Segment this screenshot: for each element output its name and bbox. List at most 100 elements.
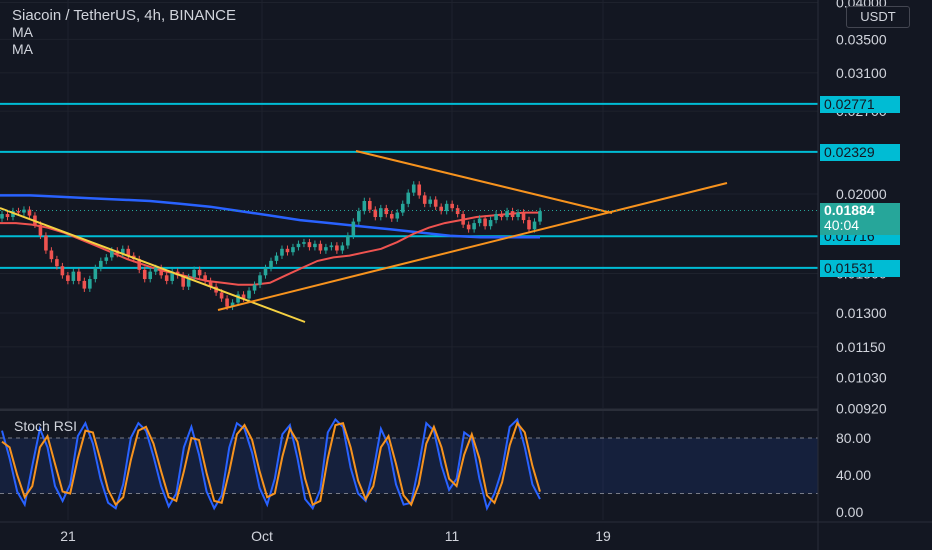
candle-body [258, 275, 262, 285]
candle-body [395, 212, 400, 219]
candle-body [153, 267, 158, 272]
candle-body [16, 211, 21, 213]
candle-body [44, 235, 48, 251]
candle-body [236, 294, 240, 303]
indicator-ma-2[interactable]: MA [12, 41, 33, 57]
candle-body [55, 259, 59, 267]
candle-body [142, 269, 147, 280]
candle-body [318, 243, 323, 251]
ma-slow-line [0, 194, 540, 239]
candle-body [77, 271, 81, 281]
time-tick-label: 11 [445, 528, 460, 544]
candle-body [455, 208, 460, 215]
stoch-rsi-tick-label: 40.00 [836, 467, 871, 483]
stoch-rsi-k [1, 417, 541, 512]
current-price-value: 0.01884 [824, 201, 875, 218]
candle-body [389, 214, 394, 219]
indicator-ma-1[interactable]: MA [12, 24, 33, 40]
candle-body [104, 257, 109, 261]
candle-body [252, 284, 257, 291]
bar-countdown: 40:04 [824, 216, 860, 233]
horizontal-levels [0, 102, 818, 269]
candle-body [230, 302, 235, 307]
candle-body [0, 214, 4, 219]
level-price-badge: 0.01531 [820, 259, 900, 277]
candle-body [351, 221, 356, 236]
time-tick-label: 19 [595, 528, 611, 544]
candle-body [164, 275, 169, 281]
candle-body [384, 208, 389, 215]
trendline-drawings [0, 150, 818, 323]
candle-body [181, 275, 185, 287]
candle-body [263, 267, 268, 276]
candle-body [225, 298, 229, 307]
candle-body [71, 271, 76, 281]
candle-body [444, 203, 449, 212]
candle-body [373, 209, 378, 218]
level-price-badge: 0.02329 [820, 143, 900, 161]
candle-body [466, 224, 471, 230]
currency-selector[interactable]: USDT [846, 6, 910, 28]
candle-body [219, 292, 224, 299]
candle-body [60, 266, 65, 276]
candle-body [477, 218, 482, 224]
candle-body [208, 280, 213, 287]
chart-legend: Siacoin / TetherUS, 4h, BINANCE MA MA [12, 7, 236, 58]
candle-body [93, 267, 98, 280]
candle-body [291, 247, 295, 253]
candle-body [521, 212, 526, 221]
candle-body [241, 294, 246, 299]
candle-body [285, 248, 290, 253]
candle-body [197, 269, 202, 276]
candle-body [22, 209, 26, 213]
stoch-rsi-lines [1, 417, 541, 512]
ma-slow-path [0, 194, 540, 239]
candle-body [450, 203, 454, 209]
current-price-badge: 0.01884 40:04 [820, 201, 900, 235]
price-tick-label: 0.01030 [836, 369, 887, 385]
candle-body [499, 214, 504, 218]
candle-body [472, 223, 476, 230]
candle-body [417, 184, 422, 196]
candle-body [170, 271, 174, 281]
candle-body [313, 243, 317, 248]
candle-body [428, 199, 433, 204]
candle-body [362, 200, 367, 212]
candle-body [186, 277, 191, 287]
candle-body [38, 224, 43, 236]
time-tick-label: Oct [251, 528, 273, 544]
downtrend-line[interactable] [0, 207, 306, 323]
candle-body [247, 290, 251, 299]
candle-body [340, 245, 345, 251]
stoch-rsi-band [0, 437, 818, 494]
candle-body [159, 267, 164, 276]
ma-fast-line [0, 211, 540, 286]
price-tick-label: 0.03100 [836, 65, 887, 81]
ma-fast-path [0, 211, 540, 286]
symbol-title: Siacoin / TetherUS, 4h, BINANCE [12, 7, 236, 24]
stoch-rsi-label[interactable]: Stoch RSI [14, 418, 78, 434]
stoch-rsi-tick-label: 0.00 [836, 504, 863, 520]
candle-body [296, 243, 301, 248]
candle-body [488, 220, 493, 227]
ascending-trendline[interactable] [217, 182, 728, 311]
candle-body [307, 242, 312, 248]
candle-body [516, 212, 520, 218]
candle-body [49, 250, 54, 260]
candle-body [510, 211, 515, 218]
candle-body [483, 218, 487, 227]
candle-body [439, 206, 443, 212]
candle-body [88, 279, 92, 289]
price-tick-label: 0.02000 [836, 186, 887, 202]
candle-body [324, 247, 328, 251]
time-tick-label: 21 [60, 528, 76, 544]
candle-body [5, 214, 10, 218]
stoch-rsi-band-fill [0, 438, 818, 494]
candle-body [120, 248, 125, 254]
descending-trendline[interactable] [355, 150, 613, 214]
candle-body [335, 245, 339, 251]
candle-body [109, 250, 114, 258]
candle-body [280, 248, 284, 256]
